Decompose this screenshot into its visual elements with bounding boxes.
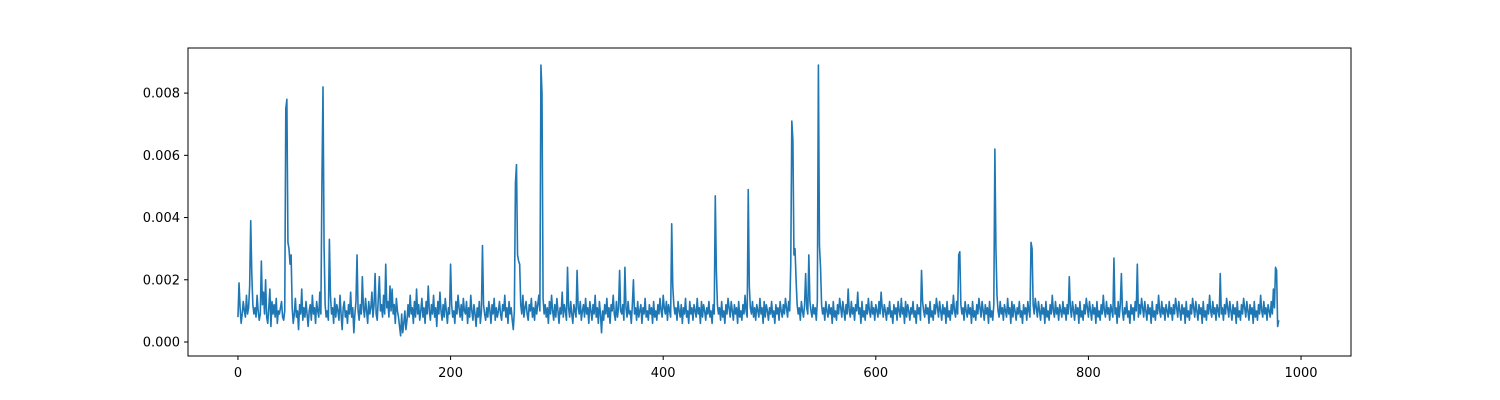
series-line-0 xyxy=(237,64,1280,337)
x-tick-label: 400 xyxy=(651,366,676,381)
x-tick-label: 0 xyxy=(234,366,242,381)
y-tick-label: 0.006 xyxy=(143,149,180,164)
x-axis: 0 200 400 600 800 1000 xyxy=(234,356,1318,381)
plot-frame xyxy=(187,47,1352,357)
plot-area xyxy=(237,64,1280,337)
y-tick-label: 0.000 xyxy=(143,336,180,351)
y-tick-label: 0.008 xyxy=(143,87,180,102)
y-axis: 0.000 0.002 0.004 0.006 0.008 xyxy=(143,87,188,351)
x-tick-label: 800 xyxy=(1076,366,1101,381)
y-tick-label: 0.002 xyxy=(143,273,180,288)
x-tick-label: 1000 xyxy=(1284,366,1317,381)
x-tick-label: 200 xyxy=(438,366,463,381)
x-tick-label: 600 xyxy=(863,366,888,381)
y-tick-label: 0.004 xyxy=(143,211,180,226)
